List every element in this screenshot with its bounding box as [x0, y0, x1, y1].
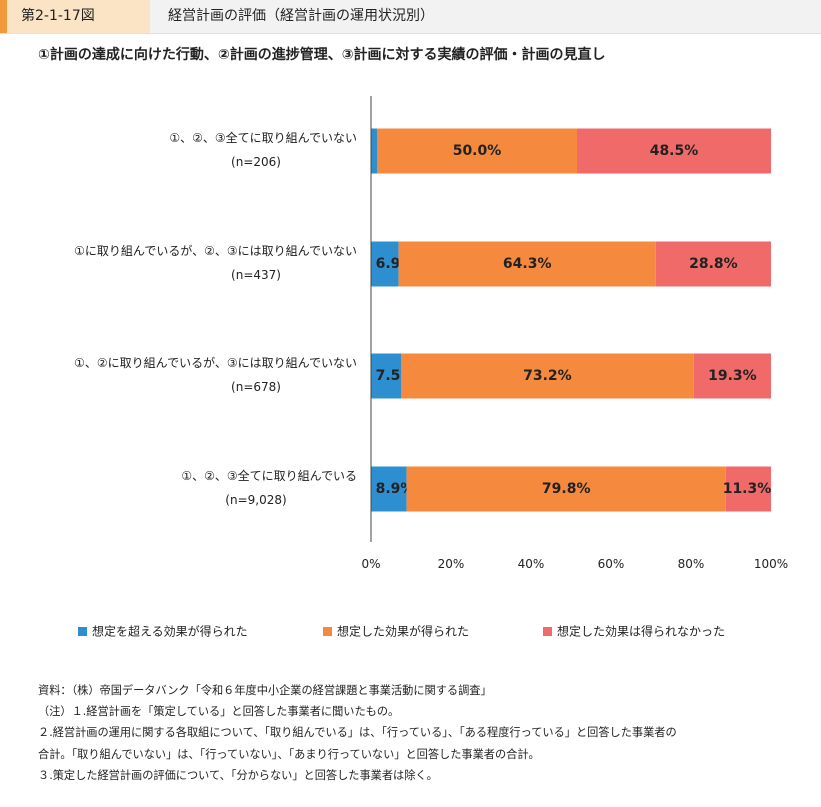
legend-label-3: 想定した効果は得られなかった: [557, 624, 725, 639]
category-n-1: (n=206): [231, 155, 281, 169]
chart-title: ①計画の達成に向けた行動、②計画の進捗管理、③計画に対する実績の評価・計画の見直…: [38, 47, 606, 63]
category-label-1: ①、②、③全てに取り組んでいない: [169, 130, 357, 145]
stacked-bar-chart: 1.5%50.0%48.5%①、②、③全てに取り組んでいない(n=206)6.9…: [74, 96, 788, 639]
figure-number: 第2-1-17図: [0, 0, 150, 33]
bar-4-series-3: [725, 466, 771, 512]
category-label-4: ①、②、③全てに取り組んでいる: [181, 468, 357, 483]
bar-1-series-2: [377, 128, 577, 174]
data-label-1-2: 50.0%: [453, 143, 502, 159]
x-tick-label-6: 100%: [754, 557, 788, 571]
bar-3-series-1: [371, 353, 401, 399]
data-label-4-1: 8.9%: [376, 481, 415, 497]
bar-2-series-3: [655, 241, 771, 287]
legend-swatch-3: [543, 627, 552, 636]
legend-swatch-2: [323, 627, 332, 636]
category-n-4: (n=9,028): [225, 493, 286, 507]
data-label-3-2: 73.2%: [523, 368, 572, 384]
bar-4-series-1: [371, 466, 407, 512]
note-source: 資料：（株）帝国データバンク「令和６年度中小企業の経営課題と事業活動に関する調査…: [38, 684, 492, 697]
bar-1-series-1: [371, 128, 377, 174]
bar-2-series-2: [398, 241, 656, 287]
category-label-3: ①、②に取り組んでいるが、③には取り組んでいない: [74, 355, 357, 370]
category-n-3: (n=678): [231, 380, 281, 394]
legend-label-2: 想定した効果が得られた: [337, 624, 469, 639]
x-tick-label-3: 40%: [518, 557, 545, 571]
legend-swatch-1: [78, 627, 87, 636]
figure-title: 経営計画の評価（経営計画の運用状況別）: [168, 8, 434, 24]
x-tick-label-4: 60%: [598, 557, 625, 571]
note-1: （注）１.経営計画を「策定している」と回答した事業者に聞いたもの。: [38, 705, 400, 719]
note-3: ３.策定した経営計画の評価について、「分からない」と回答した事業者は除く。: [38, 768, 438, 782]
data-label-4-2: 79.8%: [542, 481, 591, 497]
data-label-1-3: 48.5%: [650, 143, 699, 159]
category-n-2: (n=437): [231, 268, 281, 282]
note-2-cont: 合計。「取り組んでいない」は、「行っていない」、「あまり行っていない」と回答した…: [38, 747, 540, 761]
x-tick-label-1: 0%: [361, 557, 380, 571]
x-tick-label-5: 80%: [678, 557, 705, 571]
category-label-2: ①に取り組んでいるが、②、③には取り組んでいない: [74, 243, 357, 258]
data-label-3-3: 19.3%: [708, 368, 757, 384]
bar-3-series-3: [693, 353, 771, 399]
bar-3-series-2: [401, 353, 694, 399]
bar-1-series-3: [577, 128, 771, 174]
notes: 資料：（株）帝国データバンク「令和６年度中小企業の経営課題と事業活動に関する調査…: [38, 680, 808, 786]
data-label-2-2: 64.3%: [503, 256, 552, 272]
legend-label-1: 想定を超える効果が得られた: [92, 624, 248, 639]
figure-header: 第2-1-17図 経営計画の評価（経営計画の運用状況別）: [0, 0, 821, 34]
note-2: ２.経営計画の運用に関する各取組について、「取り組んでいる」は、「行っている」、…: [38, 726, 677, 740]
x-tick-label-2: 20%: [438, 557, 465, 571]
bar-4-series-2: [406, 466, 726, 512]
bar-2-series-1: [371, 241, 399, 287]
data-label-4-3: 11.3%: [723, 481, 772, 497]
data-label-2-3: 28.8%: [689, 256, 738, 272]
